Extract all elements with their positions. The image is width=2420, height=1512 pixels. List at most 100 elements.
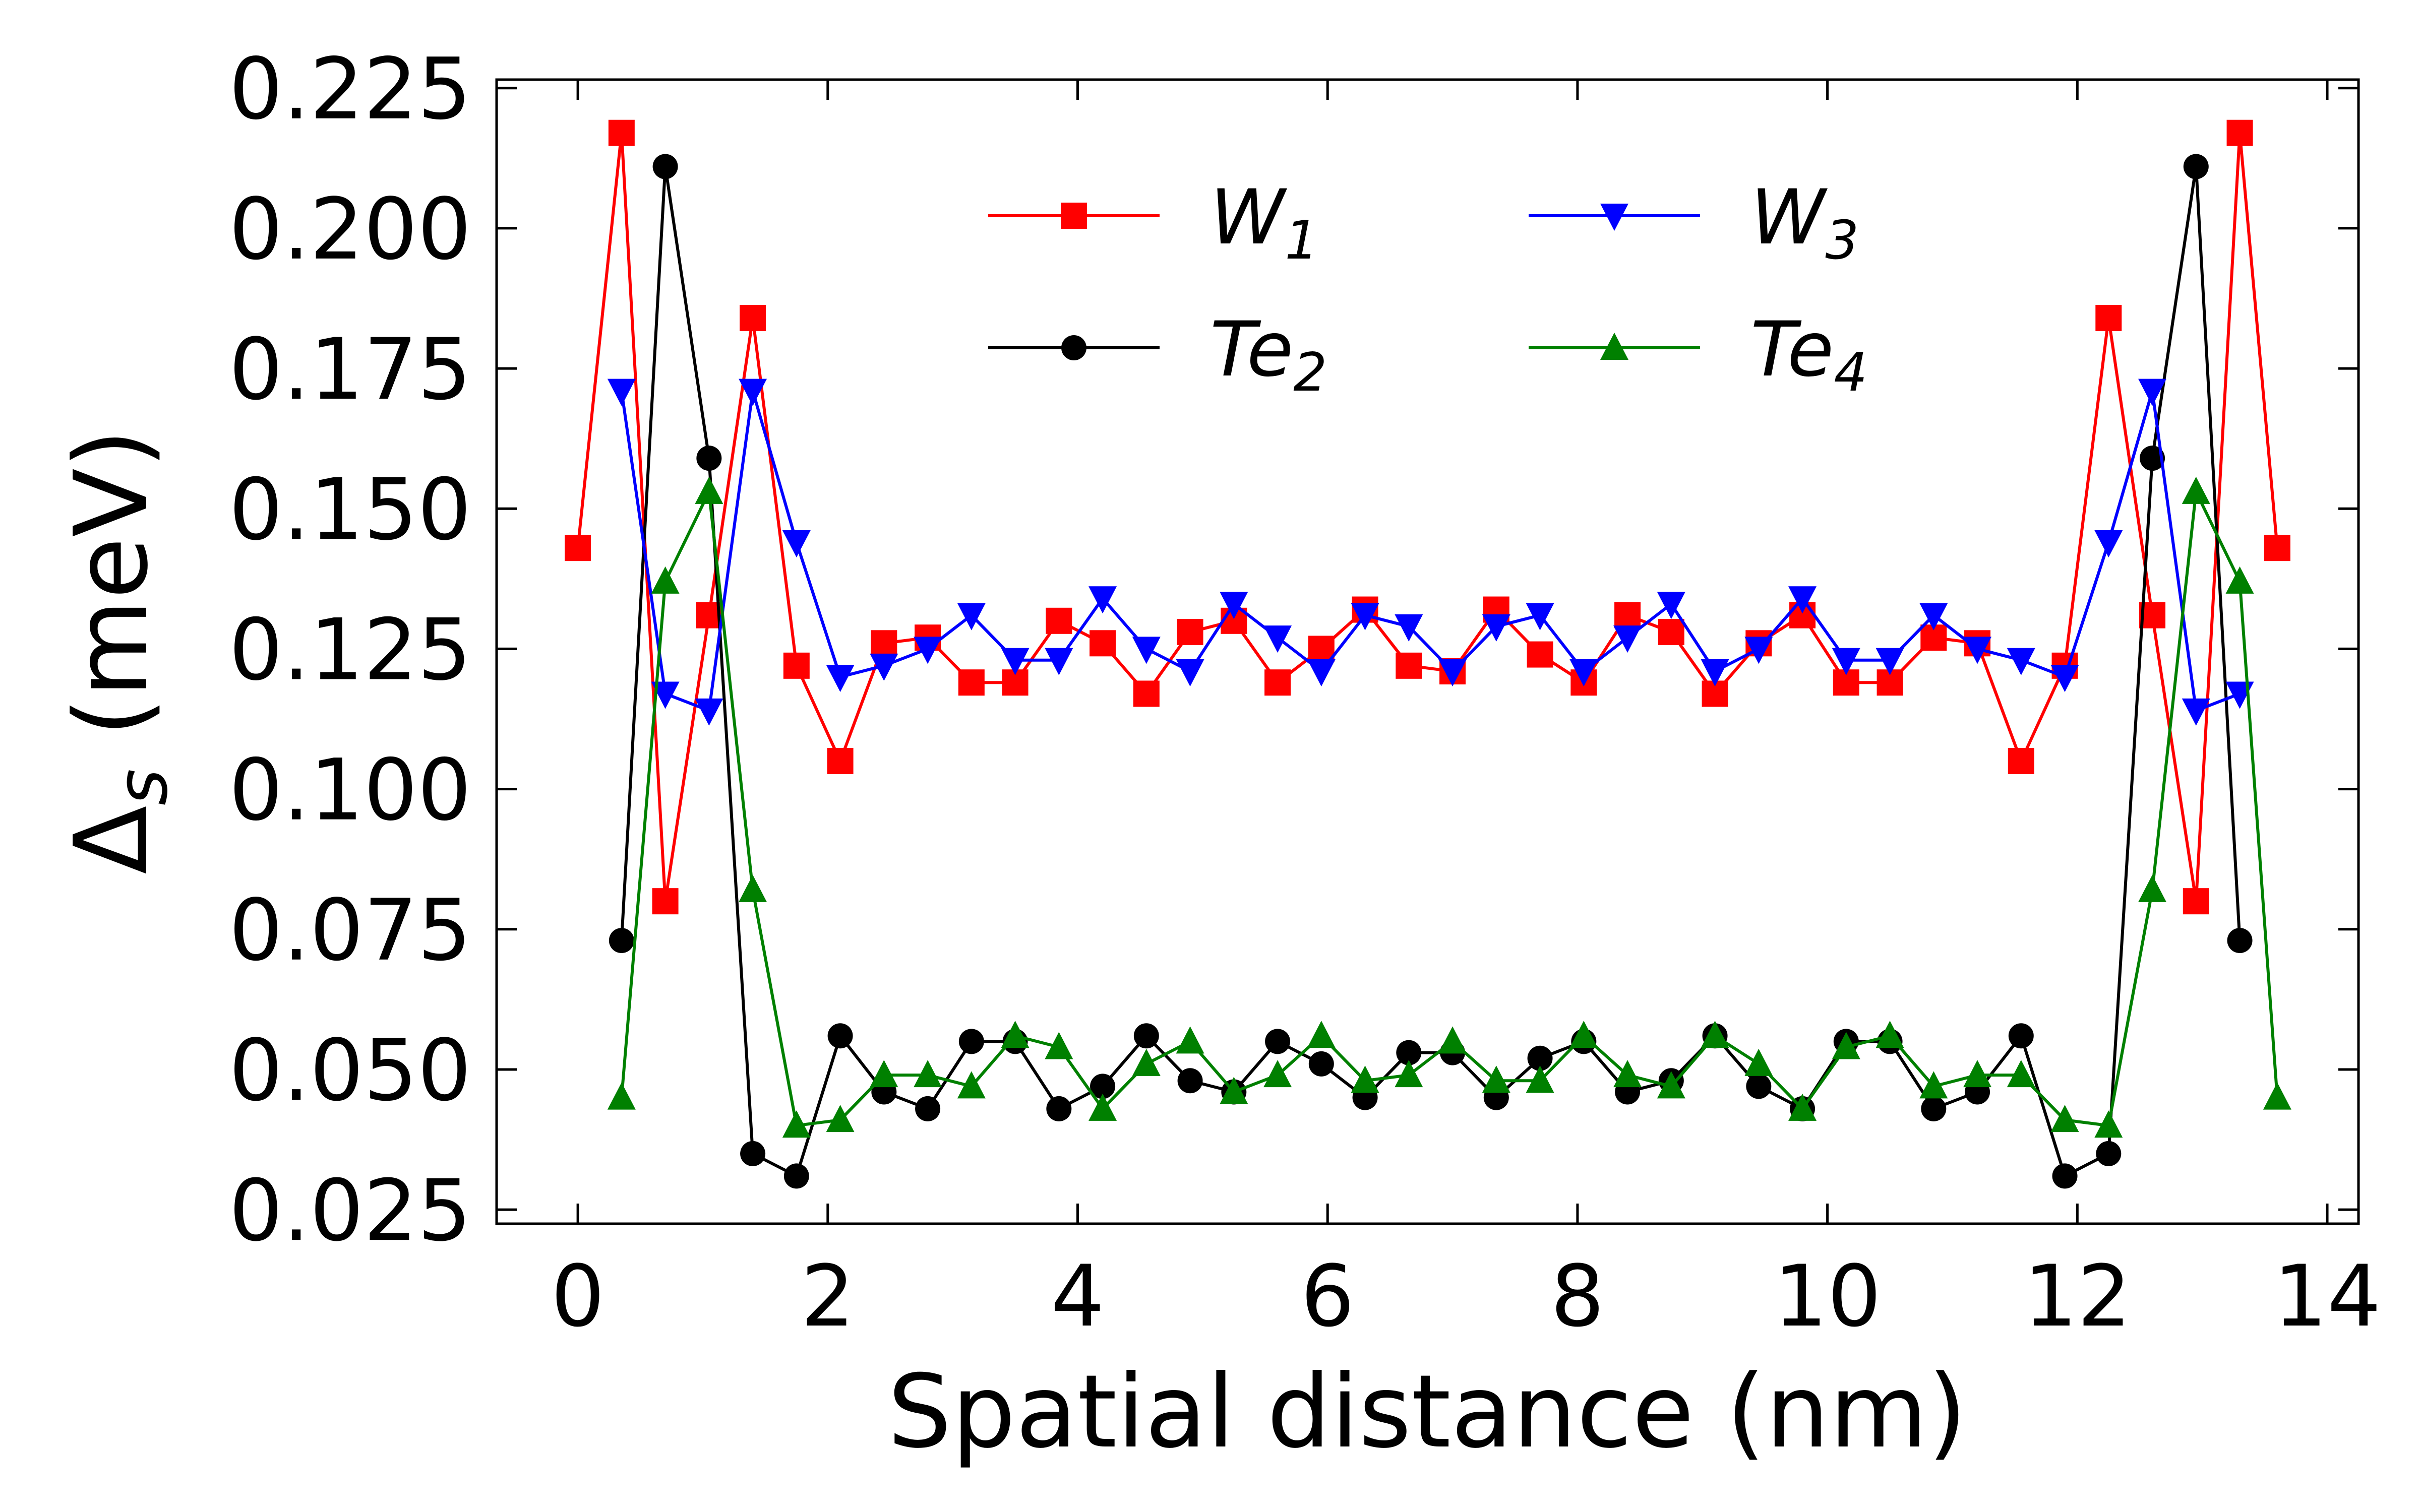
point-w3-34 [2094,530,2123,558]
point-w3-16 [1307,659,1336,686]
point-te4-13 [1176,1026,1204,1054]
point-te4-4 [782,1110,811,1138]
point-te4-23 [1613,1060,1642,1088]
point-te2-13 [1177,1068,1203,1094]
point-w3-20 [1482,614,1510,642]
point-te4-14 [1220,1077,1248,1104]
point-w1-5 [783,652,810,679]
x-tick-label-4: 8 [1550,1247,1604,1346]
series-te2 [609,154,2253,1189]
series-w1 [565,119,2290,915]
point-te4-36 [2182,476,2210,504]
y-tick-label-6: 0.175 [229,320,471,419]
point-w3-5 [826,665,855,692]
y-tick-label-5: 0.150 [229,460,471,559]
point-te2-34 [2096,1141,2122,1166]
y-axis-title-subscript: s [101,769,184,805]
point-w3-2 [695,698,723,726]
point-w3-13 [1176,659,1204,686]
point-te4-21 [1526,1065,1554,1093]
point-te4-22 [1569,1021,1598,1048]
point-w3-14 [1220,592,1248,619]
point-w1-2 [652,888,679,915]
point-te4-32 [2007,1060,2035,1088]
x-tick-label-2: 4 [1051,1247,1105,1346]
y-axis-title-symbol: Δ [53,805,170,874]
legend-label-te2: Te2 [1210,306,1327,403]
point-w1-35 [2095,304,2122,331]
point-te2-3 [740,1141,766,1166]
point-te4-29 [1876,1021,1904,1048]
point-te2-5 [827,1023,853,1049]
legend-marker-te4 [1600,333,1628,360]
y-tick-label-7: 0.200 [229,180,471,279]
point-te4-11 [1088,1093,1117,1121]
point-w3-3 [739,379,767,406]
point-w3-36 [2182,698,2210,726]
point-te2-10 [1046,1096,1072,1121]
x-tick-label-1: 2 [801,1247,855,1346]
point-te4-9 [1001,1021,1030,1048]
legend-item-w1: W1 [988,174,1318,271]
legend-label-main: Te [1210,306,1293,394]
point-te4-31 [1963,1060,1992,1088]
point-te2-0 [609,928,634,954]
point-w1-13 [1133,680,1160,707]
point-te4-26 [1744,1048,1773,1076]
x-tick-label-6: 12 [2023,1247,2131,1346]
point-w3-9 [1001,648,1030,675]
legend-label-te4: Te4 [1750,306,1867,403]
point-w3-18 [1395,614,1423,642]
y-tick-label-0: 0.025 [229,1161,471,1260]
legend-label-sub: 1 [1285,210,1318,271]
point-te4-34 [2094,1110,2123,1138]
point-w1-19 [1396,652,1422,679]
legend-item-te2: Te2 [988,306,1327,403]
point-te2-8 [958,1029,984,1054]
point-te2-33 [2052,1163,2078,1189]
point-te4-6 [870,1060,898,1088]
point-w1-1 [608,119,635,146]
series-line-w1 [576,131,2279,903]
point-w1-37 [2183,888,2209,915]
point-w3-30 [1919,603,1948,631]
point-te4-25 [1701,1021,1729,1048]
point-w1-17 [1308,636,1335,662]
point-te4-3 [739,874,767,902]
point-w3-26 [1744,637,1773,664]
point-w1-22 [1527,641,1553,668]
point-w3-22 [1569,659,1598,686]
series-w3 [607,379,2254,726]
point-te4-18 [1395,1060,1423,1088]
point-te2-18 [1396,1040,1422,1065]
point-te4-37 [2225,566,2254,594]
point-te2-12 [1133,1023,1159,1049]
point-te2-36 [2183,154,2209,179]
legend-label-sub: 3 [1825,210,1859,271]
point-te4-35 [2138,874,2167,902]
legend-label-w1: W1 [1210,174,1318,271]
point-te2-26 [1746,1074,1772,1099]
point-w3-35 [2138,379,2167,406]
x-tick-label-7: 14 [2273,1247,2381,1346]
y-tick-label-4: 0.125 [229,600,471,699]
point-w3-0 [607,379,636,406]
point-te4-30 [1919,1071,1948,1099]
point-w3-25 [1701,659,1729,686]
series-te4 [607,476,2291,1138]
point-w3-27 [1788,586,1817,614]
point-w3-10 [1045,648,1073,675]
point-w1-33 [2008,747,2034,774]
point-te2-4 [783,1163,809,1189]
point-w1-7 [871,630,897,657]
series-line-w3 [620,389,2241,712]
point-te2-37 [2227,928,2253,954]
point-te4-5 [826,1105,855,1132]
point-te2-30 [1921,1096,1947,1121]
x-tick-label-0: 0 [551,1247,605,1346]
point-te4-27 [1788,1093,1817,1121]
point-te2-35 [2140,446,2165,471]
point-te4-24 [1657,1071,1685,1099]
point-te4-15 [1263,1060,1292,1088]
